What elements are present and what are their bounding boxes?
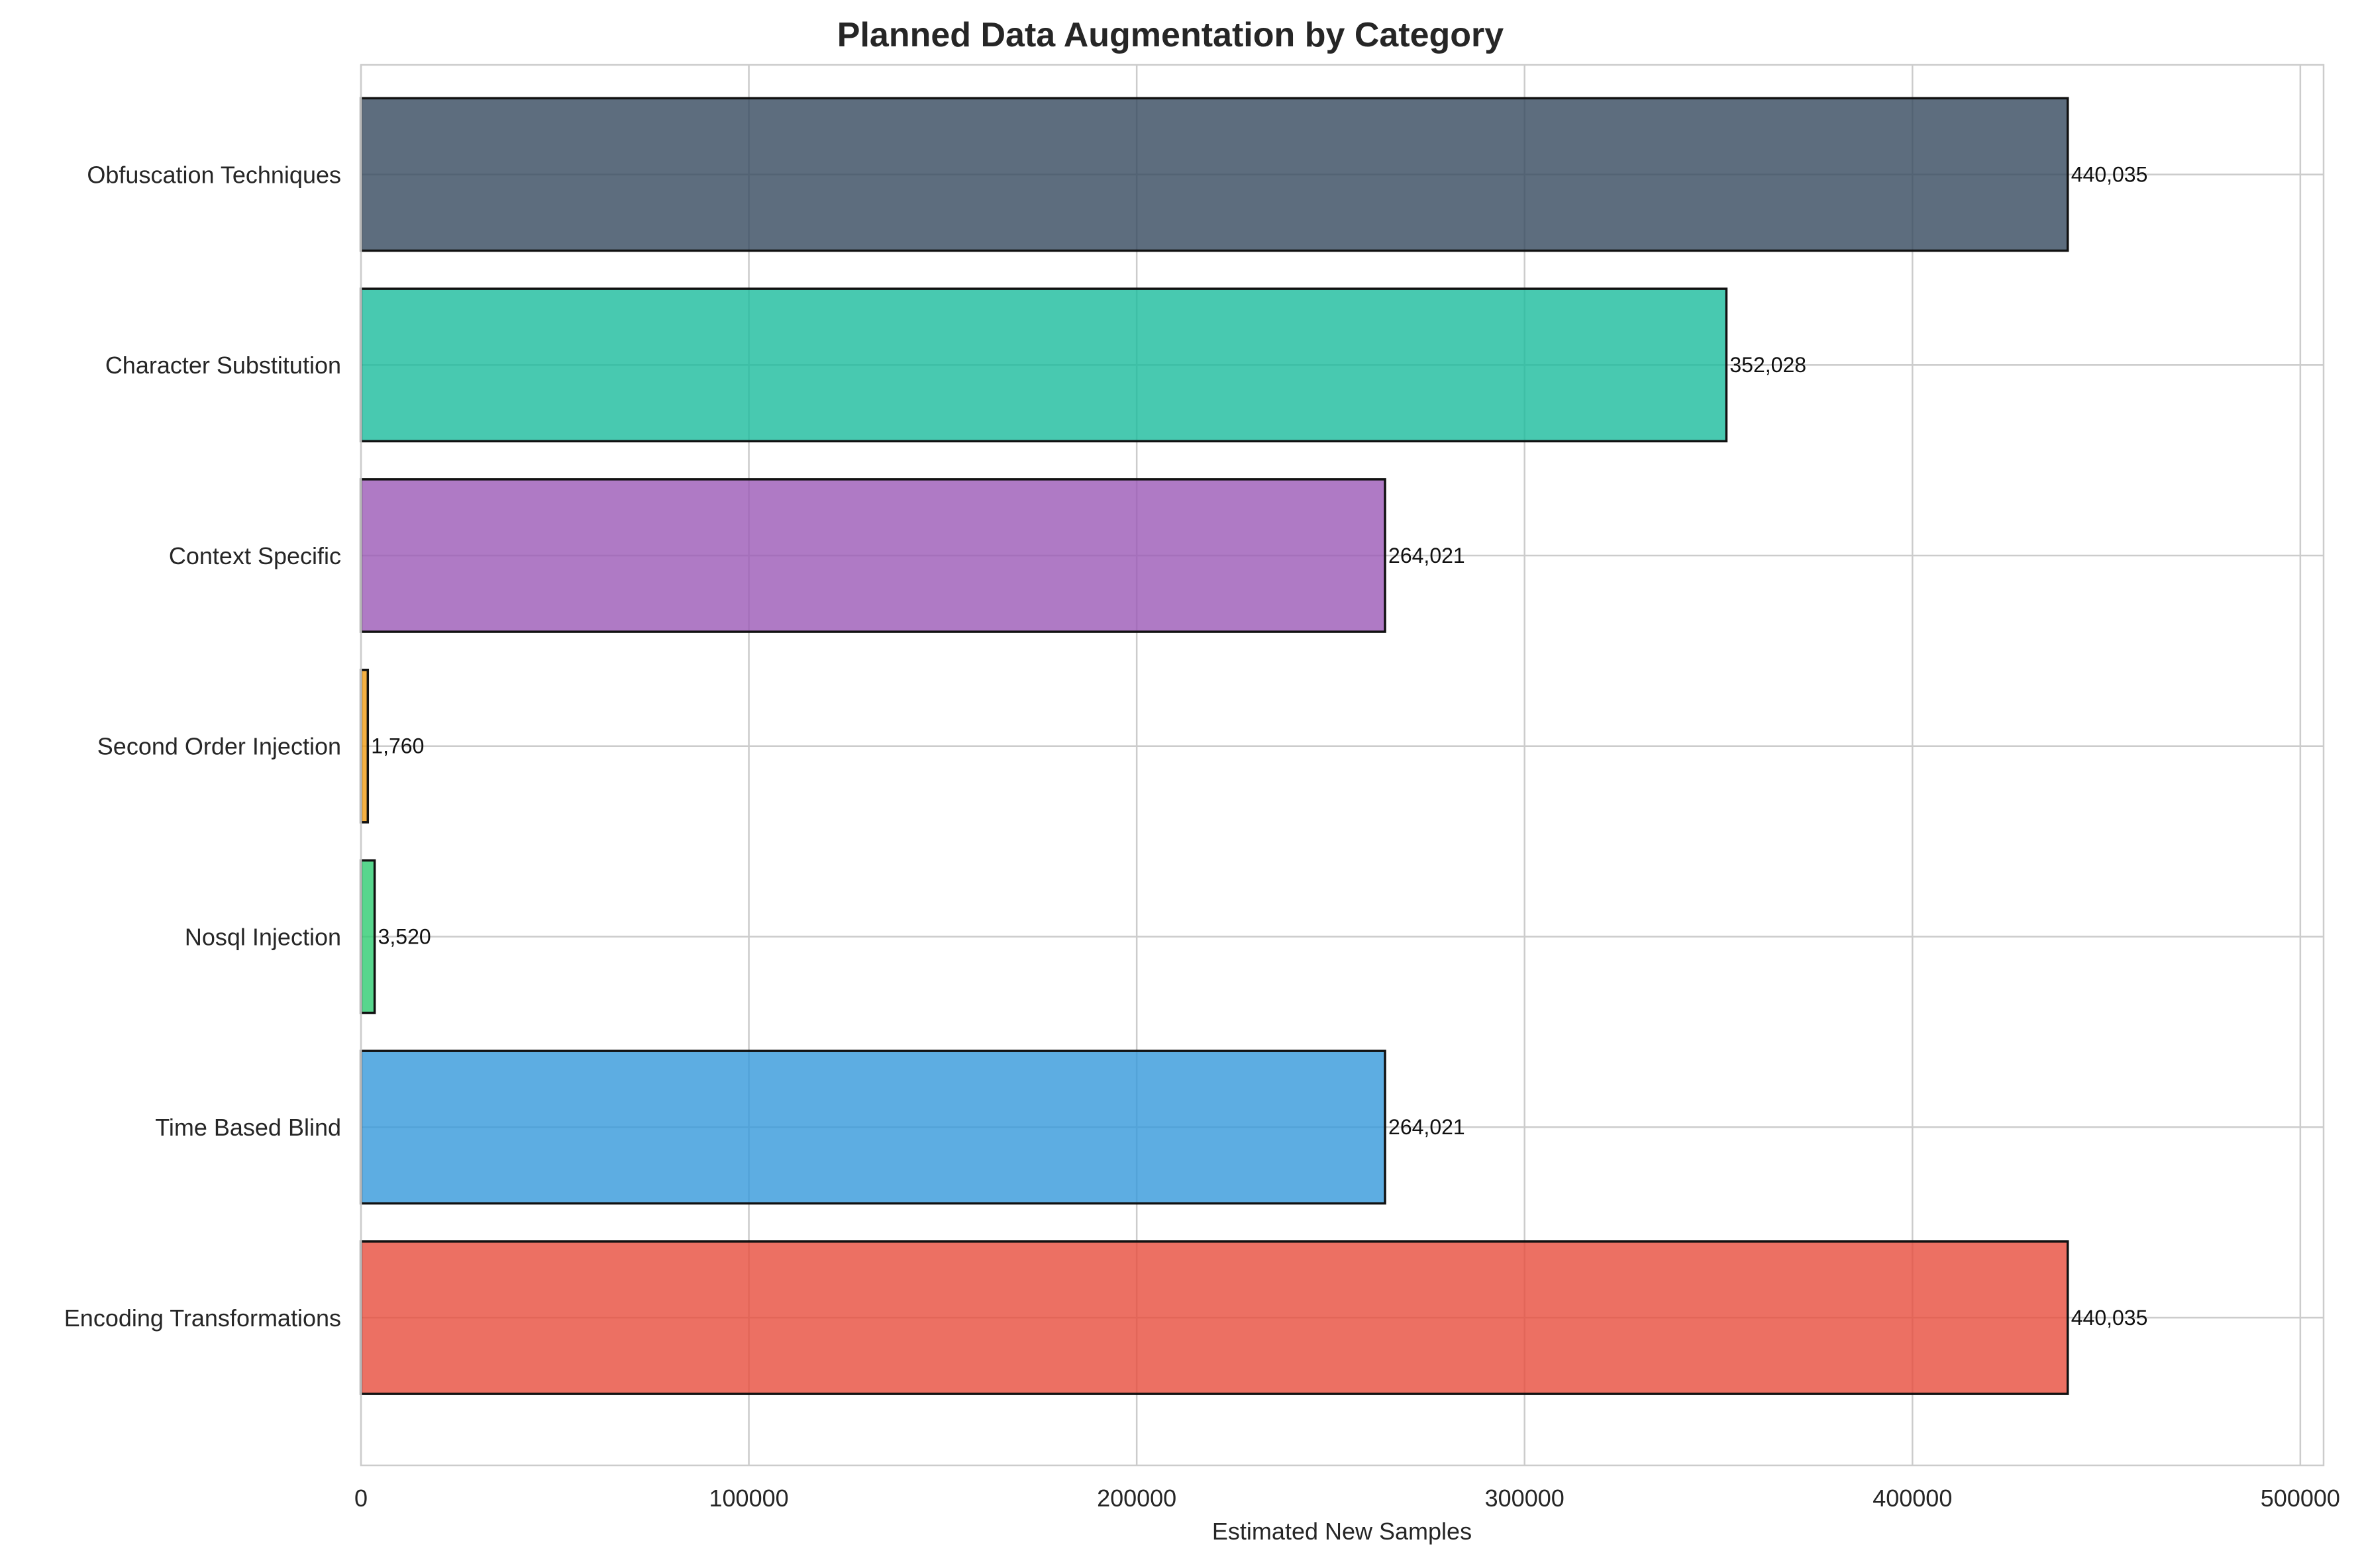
y-tick-label: Obfuscation Techniques — [87, 161, 341, 188]
x-tick-label: 200000 — [1097, 1485, 1176, 1512]
x-tick-label: 300000 — [1485, 1485, 1565, 1512]
bar — [360, 478, 1386, 633]
plot-frame — [360, 64, 2325, 1467]
y-tick-label: Time Based Blind — [155, 1114, 341, 1141]
bar-value-label: 264,021 — [1388, 1115, 1465, 1139]
bar-value-label: 1,760 — [371, 734, 424, 758]
y-tick-label: Encoding Transformations — [64, 1304, 341, 1332]
x-tick-label: 0 — [354, 1485, 368, 1512]
bars — [360, 97, 2069, 1395]
bar — [360, 1240, 2069, 1395]
bar-value-label: 264,021 — [1388, 544, 1465, 567]
x-tick-label: 100000 — [709, 1485, 789, 1512]
bar — [360, 859, 376, 1014]
x-tick-label: 500000 — [2261, 1485, 2340, 1512]
chart-title: Planned Data Augmentation by Category — [837, 16, 1504, 54]
bar — [360, 668, 370, 824]
bar-value-label: 440,035 — [2071, 1306, 2148, 1330]
y-tick-labels: Obfuscation Techniques Character Substitu… — [64, 161, 341, 1332]
bar-value-label: 3,520 — [378, 924, 431, 948]
x-tick-label: 400000 — [1873, 1485, 1952, 1512]
y-tick-label: Second Order Injection — [97, 733, 341, 760]
bar-value-label: 440,035 — [2071, 162, 2148, 186]
value-labels: 440,035 352,028 264,021 1,760 3,520 264,021 44… — [371, 162, 2147, 1330]
bar — [360, 1050, 1386, 1205]
y-tick-label: Character Substitution — [105, 352, 341, 379]
x-tick-labels: 0 100000 200000 300000 400000 500000 — [354, 1485, 2340, 1512]
bar — [360, 97, 2069, 252]
bar — [360, 287, 1728, 443]
x-axis-label: Estimated New Samples — [1212, 1518, 1472, 1545]
y-tick-label: Context Specific — [169, 542, 341, 569]
bar-value-label: 352,028 — [1729, 353, 1806, 377]
y-tick-label: Nosql Injection — [185, 923, 341, 950]
